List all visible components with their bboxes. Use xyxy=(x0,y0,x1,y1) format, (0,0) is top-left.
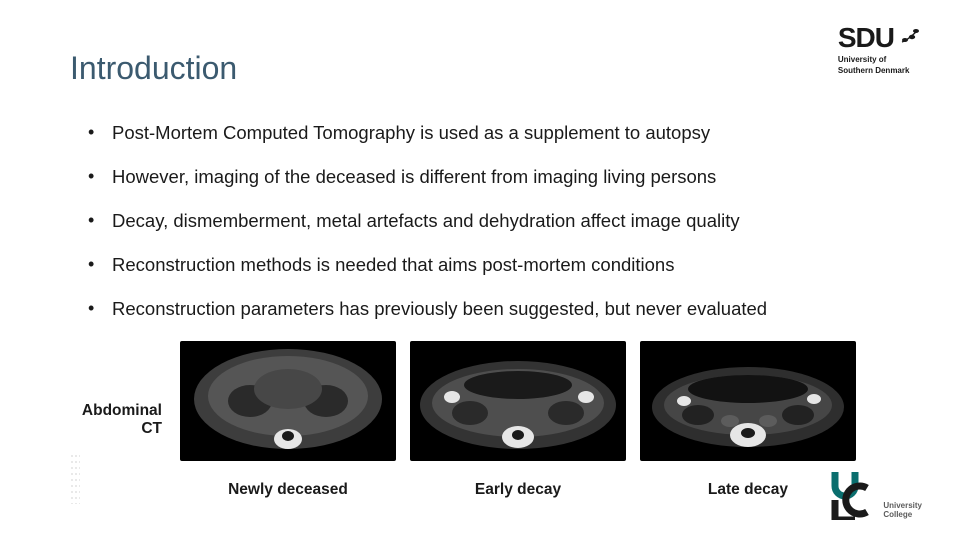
logo-ucl-text: University College xyxy=(883,502,922,520)
logo-sdu-sub1: University of xyxy=(838,56,920,65)
ct-scan-svg xyxy=(410,341,626,461)
ct-caption: Newly deceased xyxy=(228,481,348,499)
ct-scan-image xyxy=(640,341,856,461)
bullet-item: However, imaging of the deceased is diff… xyxy=(88,165,896,189)
logo-sdu-letters: SDU xyxy=(838,22,894,54)
bullet-item: Post-Mortem Computed Tomography is used … xyxy=(88,121,896,145)
ct-scan-svg xyxy=(180,341,396,461)
bullet-item: Reconstruction parameters has previously… xyxy=(88,297,896,321)
bullet-list: Post-Mortem Computed Tomography is used … xyxy=(88,121,896,321)
logo-ucl-mark xyxy=(829,472,873,520)
ct-figure: Late decay xyxy=(640,341,856,499)
slide: SDU University of Southern Denmark Intro… xyxy=(0,0,960,540)
logo-sdu-wordmark: SDU xyxy=(838,22,920,54)
logo-sdu: SDU University of Southern Denmark xyxy=(838,22,920,76)
ct-row-label: Abdominal CT xyxy=(70,402,162,439)
ct-caption: Late decay xyxy=(708,481,788,499)
ct-figure: Early decay xyxy=(410,341,626,499)
ct-figure: Newly deceased xyxy=(180,341,396,499)
ct-scan-image xyxy=(410,341,626,461)
logo-ucl-line2: College xyxy=(883,511,922,520)
ct-scan-svg xyxy=(640,341,856,461)
logo-sdu-sub2: Southern Denmark xyxy=(838,67,920,76)
decor-dots xyxy=(70,454,80,504)
ct-caption: Early decay xyxy=(475,481,561,499)
leaf-icon xyxy=(898,27,920,50)
page-title: Introduction xyxy=(70,50,896,87)
bullet-item: Reconstruction methods is needed that ai… xyxy=(88,253,896,277)
ct-figures: Newly deceased Early xyxy=(180,341,896,499)
logo-ucl: University College xyxy=(829,472,922,520)
bullet-item: Decay, dismemberment, metal artefacts an… xyxy=(88,209,896,233)
ct-scan-image xyxy=(180,341,396,461)
ct-row: Abdominal CT Newly deceased xyxy=(70,341,896,499)
